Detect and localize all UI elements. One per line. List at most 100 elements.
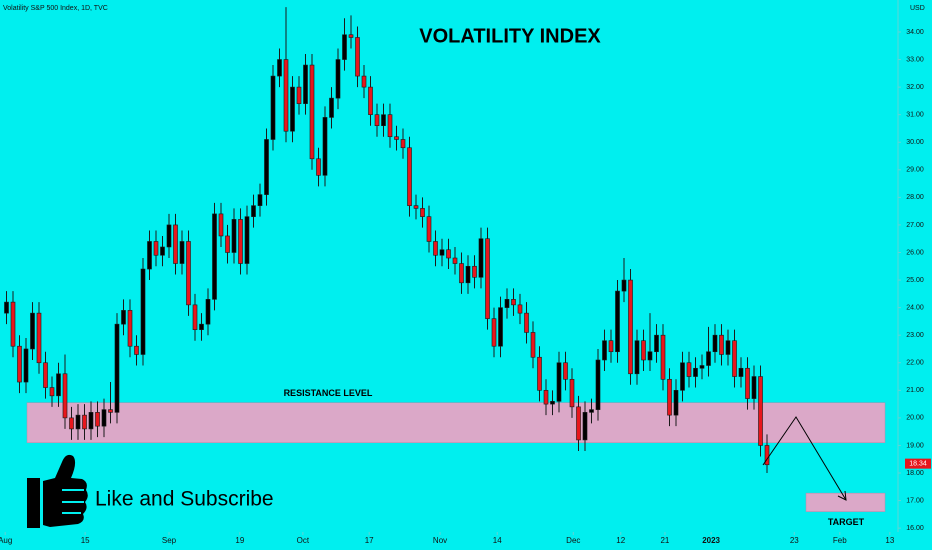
candle-body bbox=[355, 37, 360, 77]
candle-body bbox=[680, 362, 685, 391]
candle-body bbox=[17, 345, 22, 383]
y-tick-label: 18.00 bbox=[906, 470, 924, 477]
candle-body bbox=[634, 340, 640, 375]
candle-body bbox=[602, 340, 607, 361]
candle-body bbox=[478, 238, 484, 278]
candle-body bbox=[192, 304, 198, 330]
candle-body bbox=[485, 238, 490, 319]
y-tick-label: 29.00 bbox=[906, 167, 924, 174]
candle-body bbox=[322, 117, 328, 176]
candle-body bbox=[49, 387, 55, 397]
candle-body bbox=[303, 64, 308, 104]
candle-body bbox=[413, 205, 419, 209]
candle-body bbox=[524, 312, 529, 333]
candle-body bbox=[153, 241, 159, 256]
y-tick-label: 16.00 bbox=[906, 525, 924, 532]
x-tick-label: Nov bbox=[433, 536, 447, 545]
candle-body bbox=[725, 340, 731, 355]
candle-body bbox=[673, 390, 679, 416]
candle-body bbox=[589, 409, 594, 413]
candle-body bbox=[127, 310, 133, 347]
candle-body bbox=[173, 224, 178, 264]
candle-body bbox=[62, 373, 68, 419]
candle-body bbox=[660, 334, 666, 380]
candle-body bbox=[160, 246, 165, 256]
candle-body bbox=[82, 414, 87, 430]
candle-body bbox=[309, 64, 315, 160]
candles bbox=[4, 7, 770, 474]
candle-body bbox=[647, 351, 653, 361]
candle-body bbox=[251, 205, 256, 217]
candle-body bbox=[751, 376, 757, 399]
candle-body bbox=[10, 301, 16, 347]
x-tick-label: Feb bbox=[833, 536, 847, 545]
candle-body bbox=[686, 362, 692, 377]
candle-body bbox=[511, 299, 516, 306]
candle-body bbox=[426, 216, 432, 242]
candle-body bbox=[517, 304, 523, 314]
candle-body bbox=[186, 241, 191, 306]
x-tick-label: 15 bbox=[81, 536, 90, 545]
candle-body bbox=[712, 334, 718, 353]
candle-body bbox=[75, 414, 81, 430]
candle-body bbox=[244, 216, 250, 264]
projection-arrow bbox=[762, 416, 847, 501]
candle-body bbox=[504, 299, 510, 308]
candle-body bbox=[225, 235, 230, 253]
y-tick-label: 30.00 bbox=[906, 139, 924, 146]
candle-body bbox=[88, 412, 94, 430]
candle-body bbox=[30, 312, 35, 350]
candle-body bbox=[199, 323, 204, 330]
y-tick-label: 28.00 bbox=[906, 194, 924, 201]
candle-body bbox=[465, 265, 471, 284]
candle-body bbox=[758, 376, 763, 446]
candle-body bbox=[641, 340, 646, 361]
x-tick-label: 13 bbox=[885, 536, 894, 545]
candle-body bbox=[95, 412, 100, 427]
candle-body bbox=[270, 75, 276, 140]
candle-body bbox=[348, 34, 354, 38]
candle-body bbox=[147, 241, 152, 270]
last-price-label: 18.34 bbox=[909, 460, 927, 467]
candle-body bbox=[4, 301, 9, 314]
candle-body bbox=[23, 348, 29, 383]
candle-body bbox=[316, 158, 321, 176]
candle-body bbox=[582, 412, 588, 441]
candle-body bbox=[491, 318, 497, 347]
candle-body bbox=[283, 59, 289, 132]
candle-body bbox=[166, 224, 172, 248]
candle-body bbox=[764, 445, 770, 466]
y-tick-label: 19.00 bbox=[906, 442, 924, 449]
candle-body bbox=[543, 390, 549, 405]
candle-body bbox=[277, 59, 282, 77]
candle-body bbox=[335, 59, 341, 99]
candle-body bbox=[420, 208, 425, 217]
candle-body bbox=[407, 147, 412, 206]
arrow-head bbox=[837, 490, 847, 501]
candle-body bbox=[719, 334, 724, 355]
x-tick-label: Dec bbox=[566, 536, 580, 545]
candle-body bbox=[563, 362, 568, 380]
candle-body bbox=[550, 401, 555, 405]
y-tick-label: 23.00 bbox=[906, 332, 924, 339]
y-tick-label: 26.00 bbox=[906, 249, 924, 256]
candle-body bbox=[101, 409, 107, 427]
candle-body bbox=[608, 340, 614, 353]
candle-body bbox=[179, 241, 185, 264]
candle-body bbox=[387, 114, 393, 138]
candle-body bbox=[108, 409, 113, 413]
candle-body bbox=[433, 241, 438, 256]
candle-body bbox=[452, 257, 458, 264]
candle-body bbox=[121, 310, 126, 325]
promo-text: Like and Subscribe bbox=[95, 488, 274, 511]
candle-body bbox=[576, 406, 581, 441]
resistance-zone bbox=[26, 402, 886, 443]
candle-body bbox=[693, 367, 698, 377]
candle-body bbox=[732, 340, 737, 377]
candle-body bbox=[446, 249, 451, 259]
thumbs-up-icon bbox=[27, 454, 88, 528]
x-tick-label: 23 bbox=[790, 536, 799, 545]
x-tick-label: Aug bbox=[0, 536, 12, 545]
candle-body bbox=[569, 378, 575, 408]
